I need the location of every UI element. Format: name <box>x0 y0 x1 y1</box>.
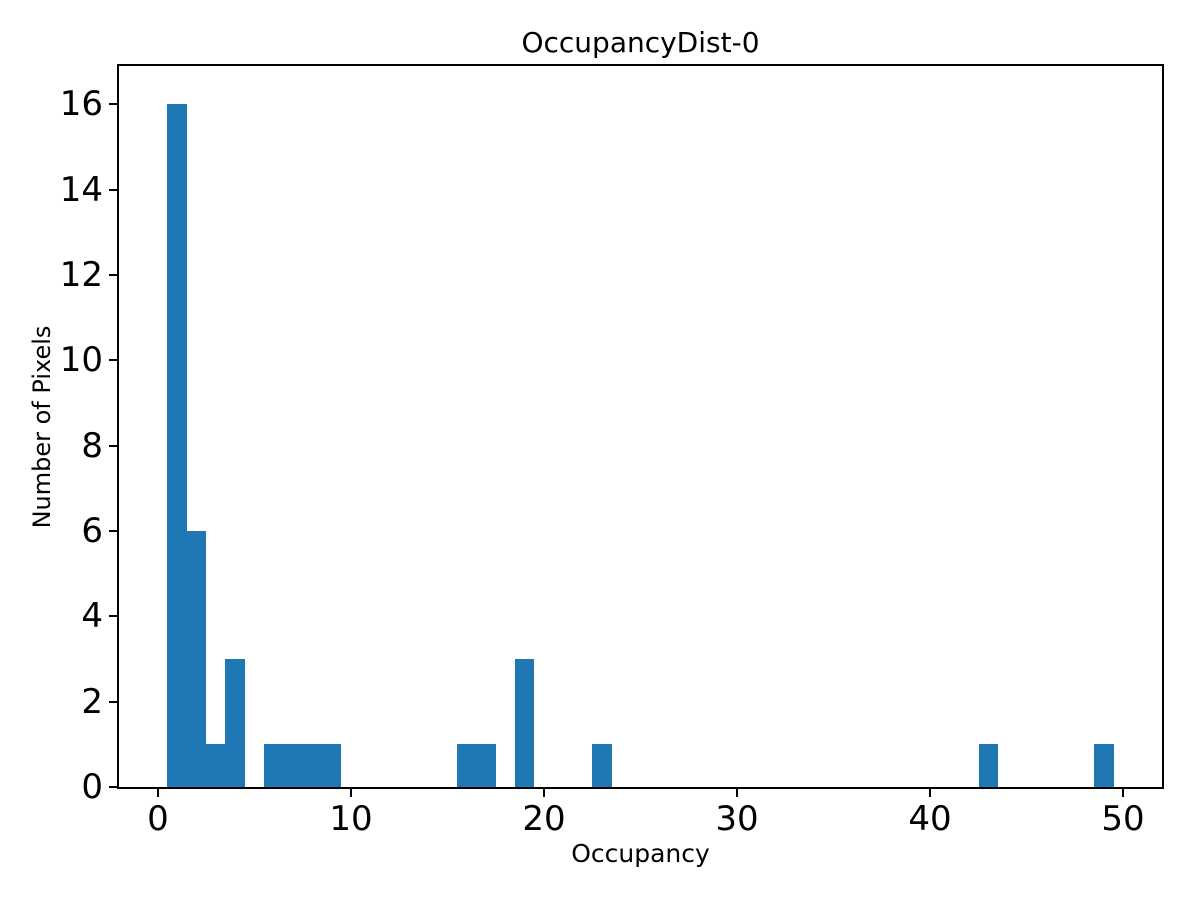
y-tick-label: 2 <box>81 682 103 722</box>
histogram-bar <box>322 744 341 787</box>
y-tick-mark <box>109 189 117 191</box>
x-tick-label: 0 <box>147 799 169 839</box>
x-tick-mark <box>1122 789 1124 797</box>
histogram-bar <box>979 744 998 787</box>
x-tick-label: 40 <box>908 799 952 839</box>
histogram-bar <box>187 531 206 787</box>
x-tick-mark <box>543 789 545 797</box>
y-tick-mark <box>109 530 117 532</box>
x-tick-label: 10 <box>329 799 373 839</box>
y-tick-label: 16 <box>59 84 103 124</box>
y-tick-label: 6 <box>81 511 103 551</box>
x-tick-label: 50 <box>1101 799 1145 839</box>
histogram-bar <box>1094 744 1114 787</box>
histogram-bar <box>283 744 302 787</box>
plot-area <box>117 64 1164 789</box>
histogram-bar <box>515 659 534 787</box>
y-tick-mark <box>109 274 117 276</box>
y-tick-mark <box>109 615 117 617</box>
x-tick-mark <box>929 789 931 797</box>
x-tick-mark <box>350 789 352 797</box>
y-tick-mark <box>109 359 117 361</box>
y-tick-mark <box>109 786 117 788</box>
y-tick-mark <box>109 103 117 105</box>
y-tick-label: 14 <box>59 170 103 210</box>
histogram-bar <box>302 744 322 787</box>
histogram-bar <box>476 744 496 787</box>
x-tick-mark <box>736 789 738 797</box>
x-axis-label: Occupancy <box>571 839 710 868</box>
histogram-bar <box>592 744 612 787</box>
y-tick-label: 0 <box>81 767 103 807</box>
histogram-bar <box>206 744 225 787</box>
histogram-bar <box>457 744 476 787</box>
histogram-bar <box>264 744 283 787</box>
x-tick-label: 20 <box>522 799 566 839</box>
y-tick-label: 4 <box>81 596 103 636</box>
y-tick-label: 8 <box>81 426 103 466</box>
y-tick-mark <box>109 701 117 703</box>
x-tick-label: 30 <box>715 799 759 839</box>
y-tick-label: 12 <box>59 255 103 295</box>
x-tick-mark <box>157 789 159 797</box>
y-tick-label: 10 <box>59 340 103 380</box>
chart-title: OccupancyDist-0 <box>521 26 760 59</box>
histogram-bar <box>225 659 245 787</box>
y-tick-mark <box>109 445 117 447</box>
histogram-bar <box>167 104 187 787</box>
